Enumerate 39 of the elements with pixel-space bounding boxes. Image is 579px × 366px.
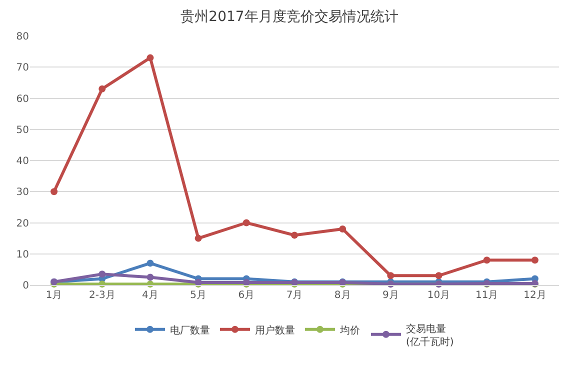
x-tick-label: 6月 (238, 290, 255, 301)
legend-label: 电厂数量 (170, 324, 210, 336)
y-tick-label: 20 (16, 218, 29, 230)
x-tick-label: 2-3月 (88, 290, 116, 301)
point (291, 232, 298, 239)
point (483, 256, 490, 264)
point (146, 260, 154, 267)
legend-label: 交易电量 (亿千瓦时) (406, 322, 454, 348)
chart-title: 贵州2017年月度竞价交易情况统计 (180, 8, 398, 25)
point (435, 272, 442, 280)
x-tick-label: 9月 (382, 290, 399, 301)
y-tick-label: 10 (16, 249, 29, 260)
y-tick-label: 60 (16, 94, 29, 105)
y-tick-label: 0 (22, 280, 29, 292)
x-tick-label: 8月 (334, 290, 351, 301)
legend-label: 均价 (339, 324, 360, 336)
y-tick-label: 40 (16, 156, 29, 167)
point (194, 234, 202, 242)
x-tick-label: 5月 (190, 290, 207, 301)
x-tick-label: 7月 (286, 290, 303, 301)
x-tick-label: 10月 (427, 290, 450, 301)
point (98, 270, 106, 278)
y-tick-label: 50 (16, 124, 29, 136)
y-tick-label: 70 (16, 62, 29, 74)
point (339, 225, 346, 232)
x-tick-label: 4月 (142, 290, 158, 301)
point (531, 256, 538, 264)
point (146, 274, 154, 281)
point (146, 54, 154, 62)
point (98, 85, 106, 92)
point (242, 219, 250, 226)
y-tick-label: 80 (16, 32, 29, 42)
point (50, 188, 58, 196)
x-tick-label: 11月 (475, 290, 498, 301)
point (387, 272, 394, 280)
legend-label: 用户数量 (255, 324, 295, 336)
x-tick-label: 12月 (524, 290, 546, 301)
x-tick-label: 1月 (46, 290, 62, 301)
y-tick-label: 30 (16, 187, 29, 198)
